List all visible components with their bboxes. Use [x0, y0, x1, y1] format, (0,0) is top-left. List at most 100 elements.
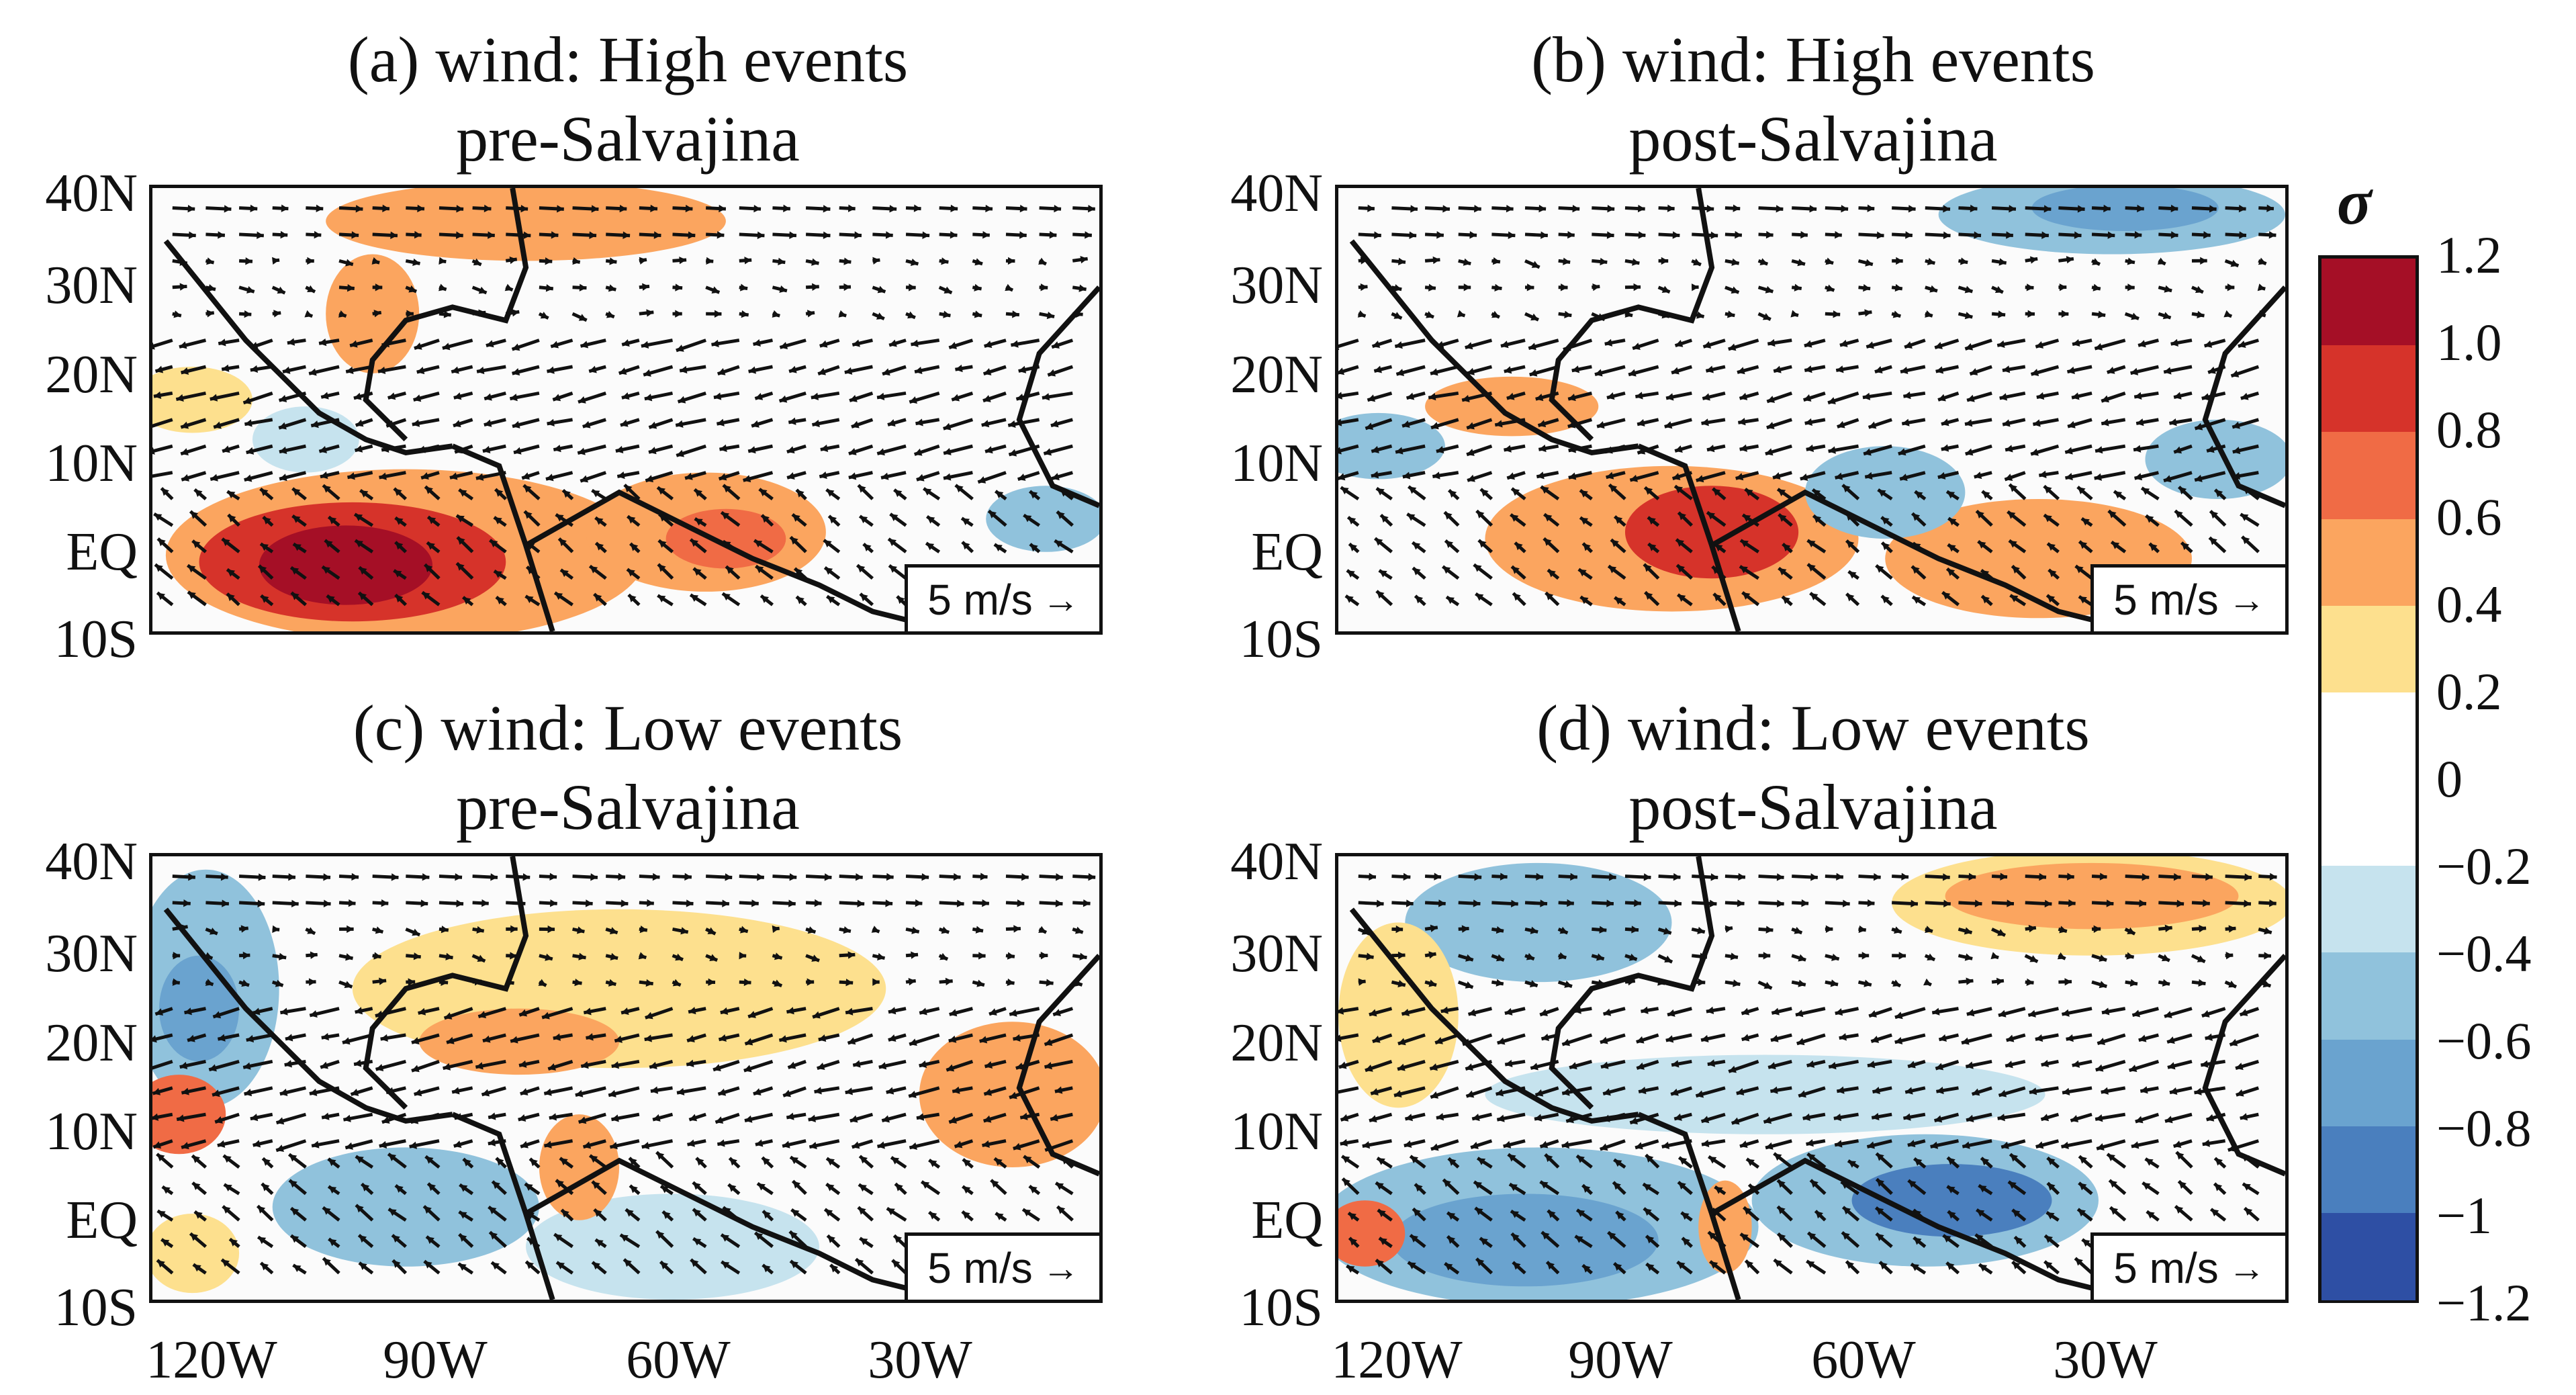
wind-arrowhead	[1876, 565, 1884, 573]
colorbar-segment	[2321, 779, 2416, 867]
wind-arrowhead	[261, 595, 269, 603]
wind-arrowhead	[2199, 924, 2207, 933]
wind-arrowhead	[1504, 445, 1512, 453]
wind-arrowhead	[172, 978, 180, 986]
wind-arrowhead	[222, 364, 230, 372]
wind-arrowhead	[1009, 449, 1017, 457]
wind-arrowhead	[1833, 1113, 1842, 1122]
wind-arrowhead	[796, 490, 804, 498]
map-panel-c: 5 m/s →	[149, 853, 1103, 1303]
wind-arrowhead	[762, 514, 770, 523]
wind-arrowhead	[257, 1206, 266, 1214]
wind-arrowhead	[786, 1007, 794, 1015]
wind-arrowhead	[1765, 926, 1774, 934]
wind-arrowhead	[1428, 283, 1436, 291]
wind-arrowhead	[1085, 231, 1092, 239]
wind-arrowhead	[854, 231, 862, 239]
wind-arrowhead	[2029, 256, 2038, 264]
wind-arrowhead	[272, 257, 280, 265]
wind-arrowhead	[572, 257, 580, 265]
wind-arrowhead	[876, 312, 884, 320]
panel-a-title-line2: pre-Salvajina	[456, 103, 800, 175]
wind-arrowhead	[1671, 367, 1680, 375]
wind-arrowhead	[2240, 514, 2249, 521]
wind-arrowhead	[1465, 1063, 1474, 1071]
wind-arrowhead	[1408, 486, 1417, 494]
wind-arrowhead	[2209, 537, 2217, 545]
wind-arrowhead	[319, 445, 328, 453]
ytick-b-20n: 20N	[1230, 345, 1323, 404]
wind-arrowhead	[1813, 515, 1822, 523]
wind-arrowhead	[1864, 309, 1872, 317]
wind-arrowhead	[1548, 570, 1556, 578]
wind-arrowhead	[1007, 257, 1015, 265]
wind-arrowhead	[1923, 978, 1931, 986]
wind-arrowhead	[812, 419, 820, 428]
wind-arrowhead	[563, 490, 571, 498]
wind-arrowhead	[2075, 566, 2084, 574]
wind-arrowhead	[2195, 422, 2203, 431]
wind-arrowhead	[790, 537, 798, 545]
wind-arrowhead	[1562, 1088, 1570, 1096]
wind-arrowhead	[818, 367, 826, 375]
wind-arrowhead	[2114, 491, 2123, 499]
wind-arrowhead	[1701, 1116, 1710, 1124]
wind-arrowhead	[2164, 285, 2172, 293]
wind-arrowhead	[1741, 540, 1749, 547]
wind-arrowhead	[2108, 510, 2117, 519]
wind-arrowhead	[1979, 1264, 1988, 1272]
wind-arrowhead	[1776, 873, 1784, 881]
wind-arrowhead	[250, 365, 259, 373]
wind-arrowhead	[1876, 1233, 1884, 1241]
wind-arrowhead	[1778, 1233, 1786, 1242]
wind-arrowhead	[355, 419, 364, 427]
wind-arrowhead	[391, 873, 399, 881]
wind-arrowhead	[1430, 1091, 1439, 1099]
wind-arrowhead	[1967, 394, 1975, 402]
wind-arrowhead	[1796, 1038, 1805, 1046]
wind-arrowhead	[1800, 230, 1808, 239]
wind-arrowhead	[852, 1141, 860, 1149]
wind-arrowhead	[719, 473, 727, 481]
colorbar-tick-label: −0.6	[2436, 1011, 2532, 1070]
wind-arrowhead	[1567, 420, 1576, 429]
wind-arrowhead	[2149, 543, 2158, 551]
wind-arrowhead	[2079, 1156, 2087, 1164]
wind-arrowhead	[557, 1262, 565, 1269]
wind-arrowhead	[589, 231, 597, 239]
wind-arrowhead	[1050, 1114, 1058, 1122]
wind-arrowhead	[1062, 1157, 1070, 1165]
wind-arrowhead	[886, 1087, 894, 1095]
wind-arrowhead	[214, 421, 222, 429]
wind-arrowhead	[2028, 1009, 2036, 1018]
wind-arrowhead	[1835, 231, 1842, 239]
wind-arrowhead	[1338, 392, 1342, 400]
wind-arrowhead	[1609, 484, 1618, 492]
wind-arrowhead	[1474, 1181, 1483, 1189]
wind-arrowhead	[2162, 312, 2171, 320]
wind-arrowhead	[1835, 1008, 1843, 1016]
wind-arrowhead	[786, 446, 795, 454]
wind-arrowhead	[181, 1087, 189, 1095]
wind-arrowhead	[639, 925, 647, 934]
wind-arrowhead	[1060, 489, 1068, 497]
wind-arrowhead	[911, 926, 919, 934]
ytick-b-40n: 40N	[1230, 164, 1323, 223]
wind-arrowhead	[807, 978, 815, 986]
wind-arrowhead	[455, 873, 463, 881]
wind-arrowhead	[323, 1258, 331, 1266]
wind-arrowhead	[1699, 952, 1707, 960]
wind-arrowhead	[187, 1034, 195, 1042]
wind-arrowhead	[1438, 899, 1446, 907]
wind-arrowhead	[209, 1064, 217, 1072]
wind-arrowhead	[1596, 313, 1605, 320]
wind-arrowhead	[1672, 231, 1680, 239]
wind-arrowhead	[1538, 444, 1547, 453]
wind-arrowhead	[649, 1061, 657, 1069]
wind-arrowhead	[1446, 596, 1455, 604]
wind-arrowhead	[1606, 471, 1614, 480]
wind-arrowhead	[320, 1061, 328, 1069]
wind-arrowhead	[627, 569, 635, 577]
wind-arrowhead	[494, 517, 502, 525]
wind-arrowhead	[2201, 1060, 2209, 1068]
